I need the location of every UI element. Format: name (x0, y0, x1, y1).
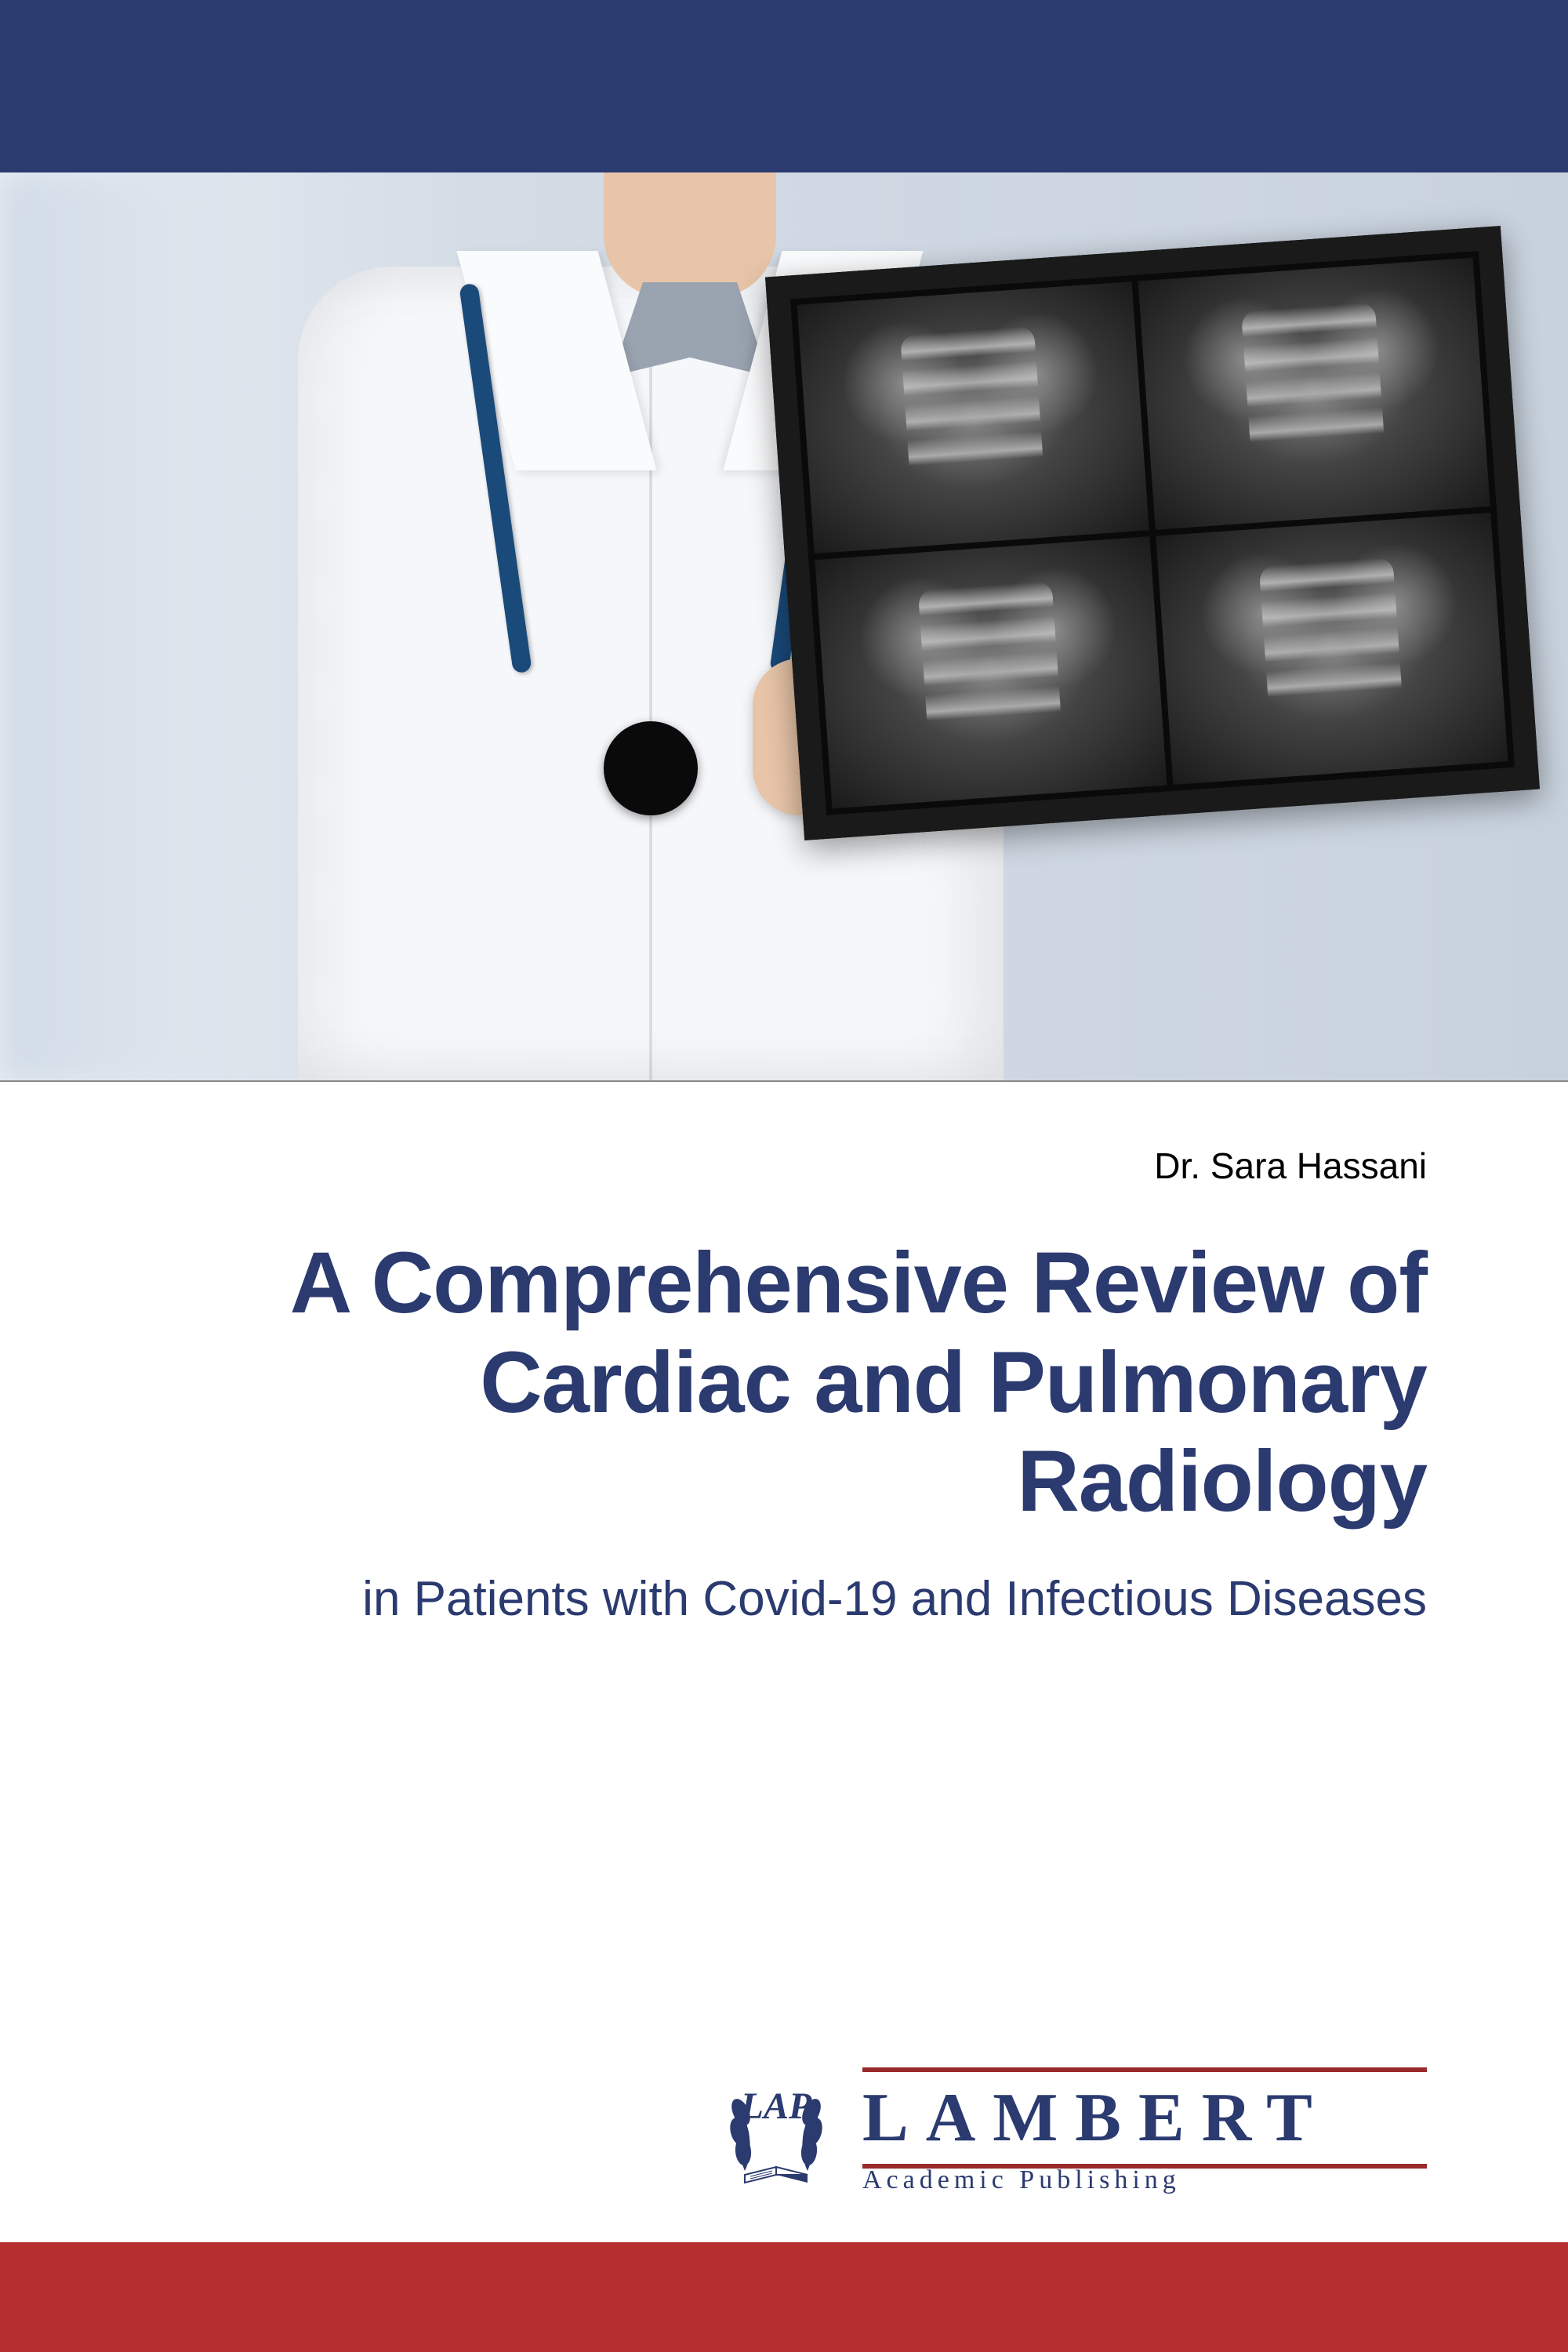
publisher-name: LAMBERT (862, 2072, 1427, 2164)
xray-panel (1156, 513, 1508, 785)
book-title: A Comprehensive Review of Cardiac and Pu… (141, 1234, 1427, 1532)
xray-panel (815, 536, 1167, 808)
xray-panel (797, 281, 1149, 554)
footer-bar (0, 2242, 1568, 2352)
publisher-badge-text: LAP (741, 2085, 812, 2128)
publisher-text: LAMBERT Academic Publishing (862, 2067, 1427, 2195)
hero-image (0, 172, 1568, 1082)
xray-panel (1138, 258, 1490, 530)
publisher-block: LAP LAMBERT Academic Publishing (713, 2067, 1427, 2195)
publisher-tagline: Academic Publishing (862, 2165, 1427, 2195)
book-subtitle: in Patients with Covid-19 and Infectious… (141, 1571, 1427, 1627)
xray-film (765, 226, 1540, 840)
publisher-logo: LAP (713, 2069, 839, 2194)
content-area: Dr. Sara Hassani A Comprehensive Review … (0, 1082, 1568, 1627)
book-icon (741, 2147, 811, 2187)
author-name: Dr. Sara Hassani (141, 1145, 1427, 1187)
doctor-neck (604, 172, 776, 298)
header-bar (0, 0, 1568, 172)
hero-bg-blur (0, 172, 235, 1082)
